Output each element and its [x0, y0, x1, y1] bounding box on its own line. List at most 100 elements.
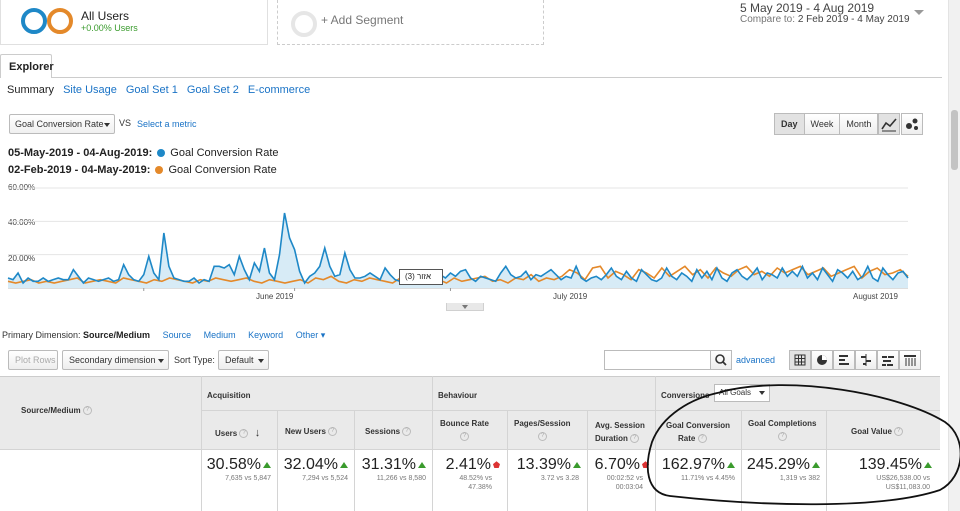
total-users-sub: 7,635 vs 5,847 [225, 475, 271, 482]
help-icon[interactable]: ? [328, 427, 338, 437]
secondary-dimension-dropdown[interactable]: Secondary dimension [62, 350, 169, 370]
dimension-keyword-link[interactable]: Keyword [248, 330, 284, 340]
tab-explorer[interactable]: Explorer [0, 54, 54, 78]
header-bounce-rate[interactable]: Bounce Rate? [440, 419, 489, 441]
help-icon[interactable]: ? [894, 427, 904, 437]
compare-range: 2 Feb 2019 - 4 May 2019 [797, 14, 910, 25]
metric-dropdown[interactable]: Goal Conversion Rate [9, 114, 115, 134]
total-pages-session-sub: 3.72 vs 3.28 [540, 475, 579, 482]
legend-dot-icon [157, 149, 166, 158]
x-tick-label: July 2019 [553, 292, 588, 301]
chevron-down-icon [462, 305, 468, 309]
header-avg-session-label: Avg. Session [595, 421, 645, 430]
advanced-filter-link[interactable]: advanced [736, 355, 776, 365]
chart-resize-handle[interactable] [446, 303, 484, 311]
view-term-cloud-button[interactable] [877, 350, 899, 370]
help-icon[interactable]: ? [239, 429, 249, 439]
header-goal-completions[interactable]: Goal Completions? [748, 419, 816, 441]
search-button[interactable] [710, 350, 732, 370]
chevron-down-icon[interactable] [914, 10, 924, 15]
total-goal-completions-value: 245.29% [746, 456, 810, 473]
annotation-circle [646, 384, 960, 506]
sort-type-dropdown[interactable]: Default [218, 350, 269, 370]
up-arrow-icon [573, 461, 581, 468]
help-icon[interactable]: ? [630, 434, 640, 444]
group-conversions: Conversions [661, 391, 710, 400]
view-pie-button[interactable] [811, 350, 833, 370]
legend-dot-icon [155, 166, 164, 175]
header-pages-session[interactable]: Pages/Session? [514, 419, 570, 441]
help-icon[interactable]: ? [82, 406, 92, 416]
sort-arrow-icon[interactable]: ↓ [254, 427, 261, 439]
total-goal-value: 139.45% [828, 456, 932, 474]
goal-selector-value: All Goals [719, 388, 752, 397]
month-button[interactable]: Month [839, 113, 879, 135]
line-chart-button[interactable] [878, 113, 900, 135]
select-metric-link[interactable]: Select a metric [137, 119, 197, 129]
dimension-other-link[interactable]: Other ▾ [295, 330, 326, 340]
total-goal-completions-sub: 1,319 vs 382 [779, 475, 820, 482]
subtab-site-usage[interactable]: Site Usage [63, 84, 117, 96]
total-new-users-sub: 7,294 vs 5,524 [302, 475, 348, 482]
view-pivot-button[interactable] [899, 350, 921, 370]
page-scrollbar[interactable] [948, 0, 960, 511]
up-arrow-icon [340, 461, 348, 468]
view-performance-button[interactable] [833, 350, 855, 370]
help-icon[interactable]: ? [778, 432, 787, 441]
vs-label: VS [119, 118, 132, 128]
series-previous-line[interactable] [7, 265, 909, 284]
up-arrow-icon [812, 461, 820, 468]
help-icon[interactable]: ? [538, 432, 547, 441]
total-bounce-rate-value: 2.41% [445, 456, 491, 473]
sort-type-label: Sort Type: [174, 355, 215, 365]
line-chart[interactable] [0, 180, 945, 295]
header-goal-completions-label: Goal Completions [748, 419, 817, 428]
header-sessions[interactable]: Sessions ? [365, 427, 412, 437]
header-goal-conversion-rate[interactable]: Goal Conversion Rate ? [666, 419, 730, 445]
subtab-goal-set-2[interactable]: Goal Set 2 [186, 84, 239, 96]
date-compare: Compare to: 2 Feb 2019 - 4 May 2019 [740, 14, 910, 25]
header-users-label: Users [215, 429, 238, 438]
dimension-source-link[interactable]: Source [162, 330, 192, 340]
subtab-ecommerce[interactable]: E-commerce [247, 84, 311, 96]
scrollbar-thumb[interactable] [951, 110, 958, 170]
row-divider [0, 449, 940, 450]
header-goal-value[interactable]: Goal Value ? [851, 427, 904, 437]
table-search-input[interactable] [604, 350, 711, 370]
legend-previous: 02-Feb-2019 - 04-May-2019: Goal Conversio… [8, 164, 277, 176]
header-avg-session-duration[interactable]: Avg. Session Duration ? [595, 419, 645, 445]
subtab-goal-set-1[interactable]: Goal Set 1 [125, 84, 178, 96]
header-users[interactable]: Users ? ↓ [215, 427, 260, 439]
view-data-table-button[interactable] [789, 350, 811, 370]
comparison-icon [861, 354, 871, 366]
total-avg-session-duration: 6.70% [589, 456, 649, 474]
data-table: Source/Medium ? Acquisition Behaviour Co… [0, 376, 940, 511]
subtab-summary[interactable]: Summary [7, 84, 55, 96]
help-icon[interactable]: ? [460, 432, 469, 441]
group-acquisition: Acquisition [207, 391, 251, 400]
plot-rows-button[interactable]: Plot Rows [8, 350, 58, 370]
goal-value-compare-a: US$26,538.00 vs [876, 475, 930, 482]
help-icon[interactable]: ? [697, 434, 707, 444]
week-button[interactable]: Week [803, 113, 841, 135]
add-segment-label: + Add Segment [321, 13, 404, 27]
total-pages-session: 13.39% [509, 456, 581, 474]
date-range[interactable]: 5 May 2019 - 4 Aug 2019 [740, 1, 875, 15]
column-divider [741, 410, 742, 511]
primary-dimension-label: Primary Dimension: [2, 330, 81, 340]
chevron-down-icon [759, 391, 765, 395]
day-button[interactable]: Day [774, 113, 805, 135]
header-new-users[interactable]: New Users ? [285, 427, 338, 437]
header-source-medium[interactable]: Source/Medium ? [21, 406, 92, 416]
add-segment-button[interactable]: + Add Segment [277, 0, 544, 45]
segment-all-users[interactable]: All Users +0.00% Users [0, 0, 268, 45]
bounce-rate-compare-b: 47.38% [468, 484, 492, 491]
goal-selector-dropdown[interactable]: All Goals [714, 384, 770, 402]
help-icon[interactable]: ? [402, 427, 412, 437]
series-current-line[interactable] [7, 212, 909, 285]
dimension-medium-link[interactable]: Medium [203, 330, 236, 340]
secondary-dimension-label: Secondary dimension [69, 355, 156, 365]
motion-chart-button[interactable] [901, 113, 923, 135]
view-comparison-button[interactable] [855, 350, 877, 370]
total-sessions-value: 31.31% [361, 456, 416, 473]
